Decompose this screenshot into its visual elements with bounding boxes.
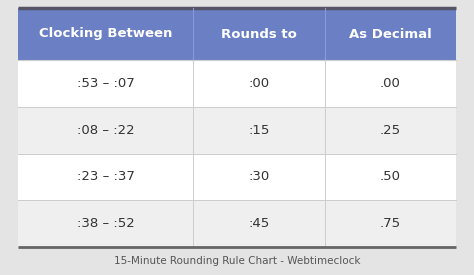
Text: :00: :00 <box>248 77 269 90</box>
Bar <box>18 153 193 200</box>
Bar <box>325 200 456 247</box>
Bar <box>325 8 456 60</box>
Bar <box>193 8 325 60</box>
Text: .50: .50 <box>380 170 401 183</box>
Bar <box>325 107 456 153</box>
Bar <box>193 153 325 200</box>
Bar <box>18 107 193 153</box>
Text: Clocking Between: Clocking Between <box>39 28 172 40</box>
Text: :08 – :22: :08 – :22 <box>77 124 135 137</box>
Text: :45: :45 <box>248 217 270 230</box>
Bar <box>193 107 325 153</box>
Text: :38 – :52: :38 – :52 <box>77 217 135 230</box>
Text: Rounds to: Rounds to <box>221 28 297 40</box>
Text: :15: :15 <box>248 124 270 137</box>
Bar <box>325 153 456 200</box>
Bar <box>18 200 193 247</box>
Bar <box>193 200 325 247</box>
Text: .00: .00 <box>380 77 401 90</box>
Bar <box>325 60 456 107</box>
Text: 15-Minute Rounding Rule Chart - Webtimeclock: 15-Minute Rounding Rule Chart - Webtimec… <box>114 256 360 266</box>
Bar <box>18 60 193 107</box>
Bar <box>18 8 193 60</box>
Text: .25: .25 <box>380 124 401 137</box>
Text: :53 – :07: :53 – :07 <box>77 77 135 90</box>
Text: As Decimal: As Decimal <box>349 28 432 40</box>
Text: :23 – :37: :23 – :37 <box>77 170 135 183</box>
Bar <box>193 60 325 107</box>
Text: :30: :30 <box>248 170 270 183</box>
Text: .75: .75 <box>380 217 401 230</box>
